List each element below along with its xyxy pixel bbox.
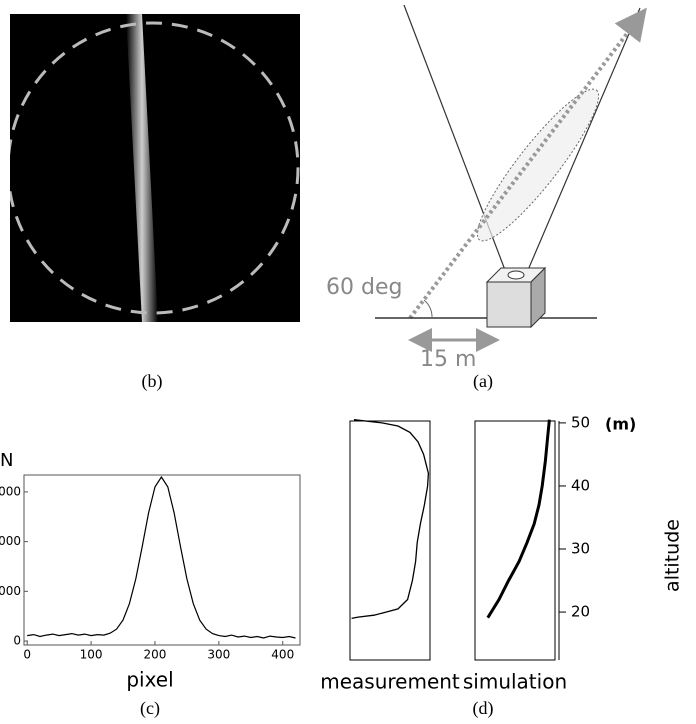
caption: (c) — [140, 698, 160, 719]
x-tick-label: 0 — [23, 648, 31, 662]
camera-front — [487, 282, 531, 327]
profile-line — [488, 420, 550, 618]
angle-arc — [424, 300, 432, 318]
x-tick-label: 100 — [80, 648, 103, 662]
y-axis-label: altitude — [662, 519, 684, 592]
lens — [508, 271, 524, 279]
x-tick-label: 400 — [271, 648, 294, 662]
data-line — [27, 477, 295, 638]
distance-label: 15 m — [420, 347, 476, 372]
x-tick-label: 200 — [144, 648, 167, 662]
panel-b: (b) — [8, 14, 300, 392]
y-axis-label: N — [0, 450, 13, 471]
x-axis-label: simulation — [463, 670, 567, 694]
panel-a: 60 deg 15 m (a) — [326, 5, 642, 392]
overlap-region — [464, 78, 612, 252]
y-tick-label: 000 — [0, 584, 21, 598]
plot-frame — [24, 475, 300, 645]
y-tick-label: 40 — [571, 476, 590, 494]
y-tick-label: 30 — [571, 540, 590, 558]
x-axis-label: measurement — [320, 670, 460, 694]
figure: (b) 60 deg 15 m (a) 01002003004000000000… — [0, 0, 696, 724]
y-tick-label: 000 — [0, 484, 21, 498]
caption: (b) — [142, 371, 163, 392]
y-tick-label: 000 — [0, 534, 21, 548]
angle-label: 60 deg — [326, 275, 402, 300]
plot-frame — [475, 421, 555, 660]
y-tick-label: 20 — [571, 603, 590, 621]
caption: (a) — [473, 371, 493, 392]
caption: (d) — [473, 698, 494, 719]
x-tick-label: 300 — [207, 648, 230, 662]
y-unit: (m) — [605, 415, 636, 434]
x-axis-label: pixel — [126, 668, 173, 692]
profile-line — [352, 420, 429, 619]
y-tick-label: 0 — [13, 634, 21, 648]
y-tick-label: 50 — [571, 413, 590, 431]
